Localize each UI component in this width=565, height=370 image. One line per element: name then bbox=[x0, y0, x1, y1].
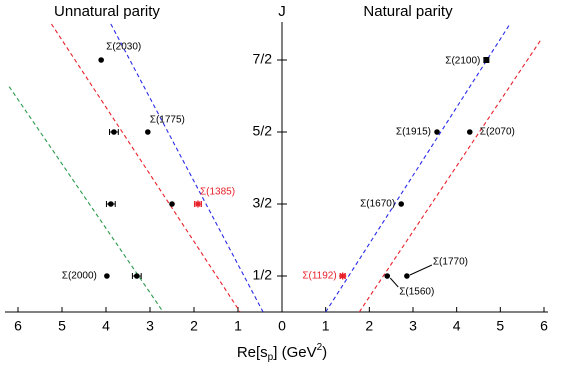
point bbox=[434, 129, 440, 135]
point bbox=[169, 201, 175, 207]
point-label: Σ(1192) bbox=[302, 271, 336, 282]
y-tick-label: 7/2 bbox=[253, 51, 273, 67]
point bbox=[194, 200, 202, 208]
x-tick-label: 2 bbox=[190, 318, 198, 334]
point-label: Σ(2000) bbox=[62, 271, 97, 282]
point-label: Σ(1560) bbox=[399, 287, 434, 298]
x-tick-label: 4 bbox=[453, 318, 461, 334]
x-tick-label: 3 bbox=[146, 318, 154, 334]
x-tick-label: 3 bbox=[409, 318, 417, 334]
y-axis-label: J bbox=[278, 3, 286, 20]
point-label: Σ(1775) bbox=[150, 115, 185, 126]
x-tick-label: 1 bbox=[322, 318, 330, 334]
point bbox=[384, 273, 391, 279]
point bbox=[104, 273, 110, 279]
point bbox=[98, 57, 104, 63]
point bbox=[108, 201, 114, 207]
label-arrow bbox=[409, 264, 433, 276]
x-tick-label: 6 bbox=[540, 318, 548, 334]
x-tick-label: 6 bbox=[14, 318, 22, 334]
y-tick-label: 5/2 bbox=[253, 123, 273, 139]
x-tick-label: 1 bbox=[234, 318, 242, 334]
y-tick-label: 3/2 bbox=[253, 195, 273, 211]
x-tick-label: 4 bbox=[102, 318, 110, 334]
point bbox=[466, 129, 473, 135]
trajectory-line bbox=[358, 38, 543, 313]
trajectory-line bbox=[110, 23, 264, 313]
point bbox=[404, 273, 410, 279]
point-label: Σ(2100) bbox=[445, 56, 480, 67]
point-label: Σ(1770) bbox=[433, 257, 468, 268]
x-tick-label: 5 bbox=[496, 318, 504, 334]
x-tick-label: 0 bbox=[278, 318, 286, 334]
point bbox=[134, 273, 140, 279]
point-label: Σ(1670) bbox=[360, 199, 395, 210]
x-tick-label: 5 bbox=[58, 318, 66, 334]
point-label: Σ(1385) bbox=[200, 187, 235, 198]
y-tick-label: 1/2 bbox=[253, 267, 273, 283]
label-arrow bbox=[389, 277, 399, 288]
trajectory-line bbox=[50, 23, 241, 313]
panel-title: Natural parity bbox=[363, 3, 453, 20]
panel-title: Unnatural parity bbox=[54, 3, 160, 20]
x-tick-label: 2 bbox=[365, 318, 373, 334]
point bbox=[111, 129, 117, 135]
point bbox=[483, 57, 490, 63]
point-label: Σ(2030) bbox=[106, 42, 141, 53]
point-label: Σ(2070) bbox=[480, 127, 515, 138]
trajectory-line bbox=[325, 23, 511, 313]
point bbox=[339, 272, 347, 280]
point-label: Σ(1915) bbox=[396, 127, 431, 138]
point bbox=[398, 201, 405, 207]
x-axis-label: Re[sp] (GeV2) bbox=[237, 342, 327, 363]
point bbox=[145, 129, 151, 135]
